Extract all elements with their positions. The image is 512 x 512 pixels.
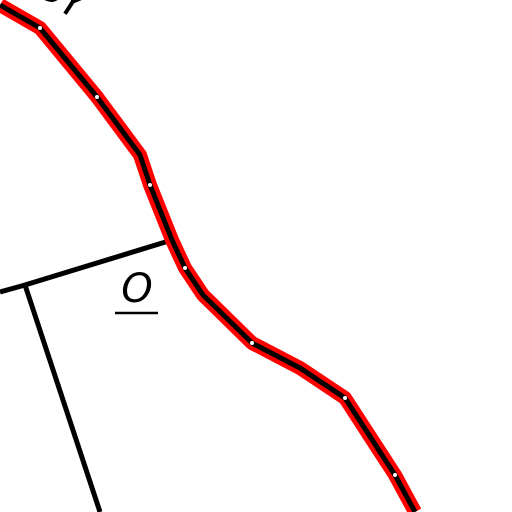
road-ticks bbox=[38, 26, 397, 477]
parcel-label: O bbox=[121, 266, 152, 312]
parcel-boundary bbox=[22, 284, 103, 512]
